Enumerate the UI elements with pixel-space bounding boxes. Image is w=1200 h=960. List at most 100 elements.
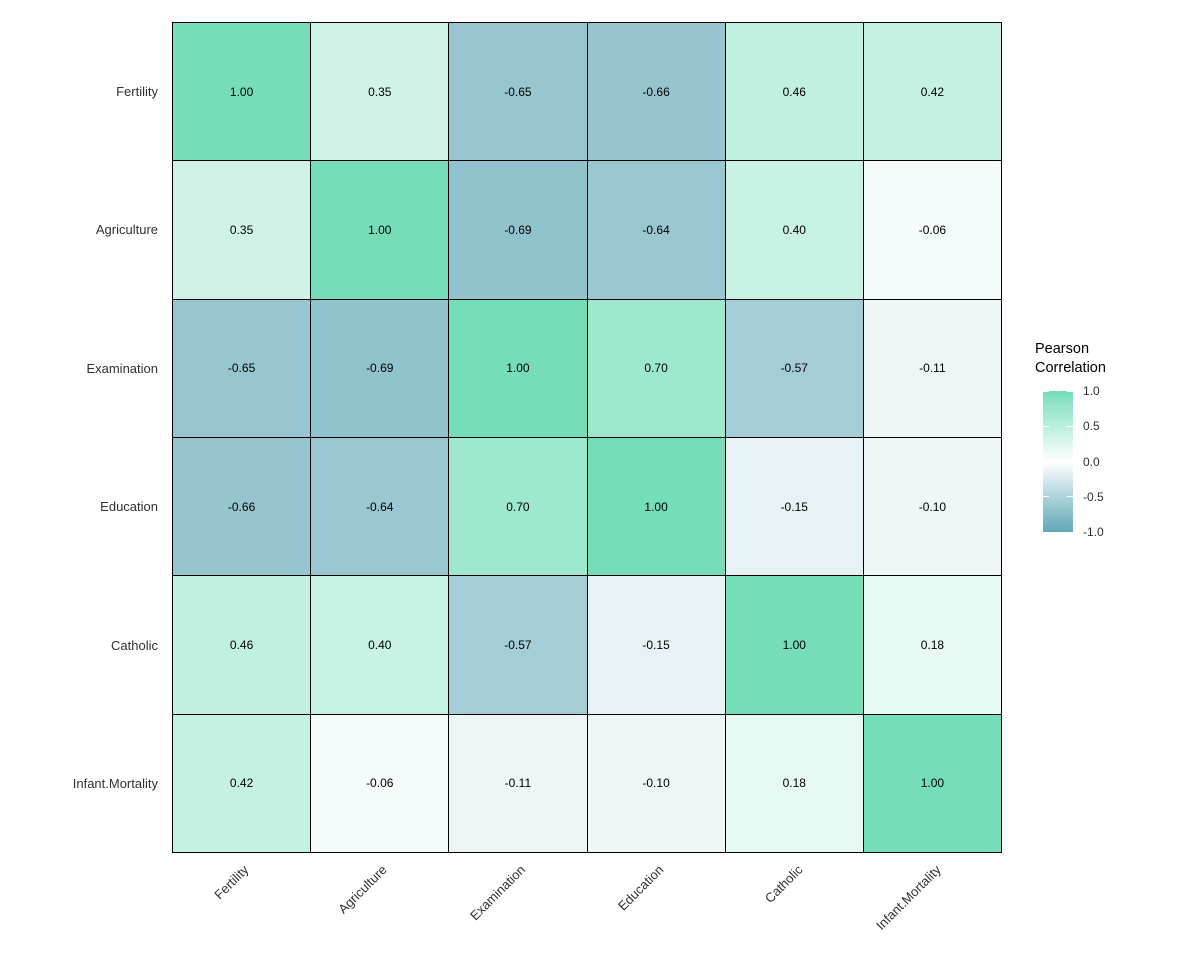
cell-value: -0.64 bbox=[366, 499, 394, 514]
legend-tick-label: 0.5 bbox=[1083, 419, 1100, 434]
heatmap-cell-Education-Catholic: -0.15 bbox=[725, 437, 863, 576]
heatmap-cell-Infant.Mortality-Infant.Mortality: 1.00 bbox=[863, 714, 1001, 852]
legend-colorbar bbox=[1043, 390, 1073, 533]
cell-value: 0.40 bbox=[368, 637, 392, 652]
heatmap-cell-Fertility-Examination: -0.65 bbox=[449, 23, 587, 161]
cell-value: -0.06 bbox=[366, 776, 394, 791]
legend-tick-mark bbox=[1043, 531, 1049, 533]
y-axis-label-Education: Education bbox=[100, 499, 158, 515]
cell-value: -0.66 bbox=[227, 499, 256, 514]
cell-value: -0.69 bbox=[366, 361, 394, 376]
cell-value: -0.15 bbox=[642, 637, 670, 652]
heatmap-cell-Catholic-Education: -0.15 bbox=[587, 576, 725, 714]
heatmap-cell-Fertility-Catholic: 0.46 bbox=[725, 23, 863, 161]
legend-tick-mark bbox=[1067, 390, 1073, 392]
cell-value: 0.18 bbox=[782, 776, 806, 791]
legend-tick-mark bbox=[1067, 496, 1073, 498]
legend-tick-mark bbox=[1067, 461, 1073, 462]
cell-value: 1.00 bbox=[229, 84, 254, 99]
legend-title-line: Pearson bbox=[1035, 341, 1090, 357]
legend-tick-label: -0.5 bbox=[1083, 489, 1104, 504]
heatmap-cell-Agriculture-Examination: -0.69 bbox=[449, 161, 587, 299]
cell-value: 0.70 bbox=[644, 361, 668, 376]
cell-value: 1.00 bbox=[644, 499, 668, 514]
heatmap-cell-Fertility-Education: -0.66 bbox=[587, 23, 725, 161]
heatmap-cell-Examination-Catholic: -0.57 bbox=[725, 299, 863, 437]
heatmap-cell-Agriculture-Education: -0.64 bbox=[587, 161, 725, 299]
cell-value: -0.10 bbox=[918, 499, 947, 514]
heatmap-cell-Infant.Mortality-Catholic: 0.18 bbox=[725, 714, 863, 852]
heatmap-cell-Fertility-Agriculture: 0.35 bbox=[311, 23, 449, 161]
heatmap-cell-Education-Education: 1.00 bbox=[587, 437, 725, 576]
cell-value: -0.10 bbox=[642, 776, 670, 791]
cell-value: -0.57 bbox=[504, 637, 532, 652]
y-axis-labels: Fertility Agriculture Examination Education… bbox=[0, 22, 158, 853]
legend-title: Pearson Correlation bbox=[1035, 340, 1185, 378]
legend-tick-mark bbox=[1043, 461, 1049, 462]
cell-value: 0.70 bbox=[506, 499, 530, 514]
cell-value: 0.40 bbox=[782, 222, 806, 237]
legend-tick-mark bbox=[1043, 496, 1049, 498]
cell-value: -0.65 bbox=[504, 84, 532, 99]
heatmap-cell-Fertility-Infant.Mortality: 0.42 bbox=[863, 23, 1001, 161]
cell-value: -0.06 bbox=[918, 222, 947, 237]
y-axis-label-Infant.Mortality: Infant.Mortality bbox=[72, 776, 158, 792]
x-axis-label-Agriculture: Agriculture bbox=[335, 862, 391, 917]
legend-tick-mark bbox=[1067, 425, 1073, 427]
cell-value: 0.42 bbox=[229, 776, 254, 791]
y-axis-label-Examination: Examination bbox=[86, 360, 158, 376]
legend-tick-mark bbox=[1043, 425, 1049, 427]
heatmap-cell-Education-Examination: 0.70 bbox=[449, 437, 587, 576]
heatmap-cell-Catholic-Fertility: 0.46 bbox=[173, 576, 311, 714]
x-axis-label-Infant.Mortality: Infant.Mortality bbox=[872, 862, 944, 933]
legend-tick-mark bbox=[1067, 531, 1073, 533]
x-axis-label-Catholic: Catholic bbox=[761, 862, 806, 906]
x-axis-label-Education: Education bbox=[615, 862, 667, 914]
heatmap-cell-Education-Agriculture: -0.64 bbox=[311, 437, 449, 576]
legend: Pearson Correlation 1.0 0.5 0.0 -0.5 -1.0 bbox=[1035, 340, 1185, 539]
legend-title-line: Correlation bbox=[1035, 360, 1106, 376]
heatmap-cell-Agriculture-Catholic: 0.40 bbox=[725, 161, 863, 299]
cell-value: -0.66 bbox=[642, 84, 670, 99]
heatmap-cell-Catholic-Agriculture: 0.40 bbox=[311, 576, 449, 714]
cell-value: -0.64 bbox=[642, 222, 670, 237]
heatmap-cell-Examination-Fertility: -0.65 bbox=[173, 299, 311, 437]
cell-value: 1.00 bbox=[782, 637, 806, 652]
heatmap-grid: 1.00 0.35 -0.65 -0.66 0.46 0.42 0.35 1.00 -0.69 -… bbox=[172, 22, 1002, 853]
heatmap-cell-Catholic-Catholic: 1.00 bbox=[725, 576, 863, 714]
heatmap-cell-Catholic-Examination: -0.57 bbox=[449, 576, 587, 714]
heatmap-cell-Examination-Agriculture: -0.69 bbox=[311, 299, 449, 437]
heatmap-cell-Infant.Mortality-Fertility: 0.42 bbox=[173, 714, 311, 852]
legend-tick-label: 1.0 bbox=[1083, 384, 1100, 398]
heatmap-cell-Infant.Mortality-Education: -0.10 bbox=[587, 714, 725, 852]
heatmap-cell-Agriculture-Fertility: 0.35 bbox=[173, 161, 311, 299]
x-axis-label-Examination: Examination bbox=[467, 862, 529, 924]
cell-value: 0.35 bbox=[368, 84, 392, 99]
legend-tick-mark bbox=[1043, 390, 1049, 392]
cell-value: 1.00 bbox=[920, 776, 945, 791]
legend-tick-label: 0.0 bbox=[1083, 454, 1100, 469]
heatmap-cell-Catholic-Infant.Mortality: 0.18 bbox=[863, 576, 1001, 714]
heatmap-cell-Infant.Mortality-Agriculture: -0.06 bbox=[311, 714, 449, 852]
cell-value: -0.11 bbox=[504, 776, 532, 791]
legend-tick-label: -1.0 bbox=[1083, 525, 1104, 539]
heatmap-cell-Education-Fertility: -0.66 bbox=[173, 437, 311, 576]
cell-value: -0.15 bbox=[780, 499, 808, 514]
heatmap-cell-Education-Infant.Mortality: -0.10 bbox=[863, 437, 1001, 576]
heatmap-cell-Examination-Infant.Mortality: -0.11 bbox=[863, 299, 1001, 437]
heatmap-cell-Agriculture-Infant.Mortality: -0.06 bbox=[863, 161, 1001, 299]
cell-value: 0.18 bbox=[920, 637, 945, 652]
cell-value: -0.57 bbox=[780, 361, 808, 376]
heatmap-cell-Infant.Mortality-Examination: -0.11 bbox=[449, 714, 587, 852]
y-axis-label-Agriculture: Agriculture bbox=[95, 222, 158, 238]
x-axis-label-Fertility: Fertility bbox=[211, 862, 252, 903]
cell-value: 0.46 bbox=[229, 637, 254, 652]
y-axis-label-Catholic: Catholic bbox=[111, 637, 158, 653]
heatmap-cell-Fertility-Fertility: 1.00 bbox=[173, 23, 311, 161]
heatmap-cell-Agriculture-Agriculture: 1.00 bbox=[311, 161, 449, 299]
cell-value: 1.00 bbox=[368, 222, 392, 237]
cell-value: 0.35 bbox=[229, 222, 254, 237]
heatmap-cell-Examination-Education: 0.70 bbox=[587, 299, 725, 437]
cell-value: -0.69 bbox=[504, 222, 532, 237]
